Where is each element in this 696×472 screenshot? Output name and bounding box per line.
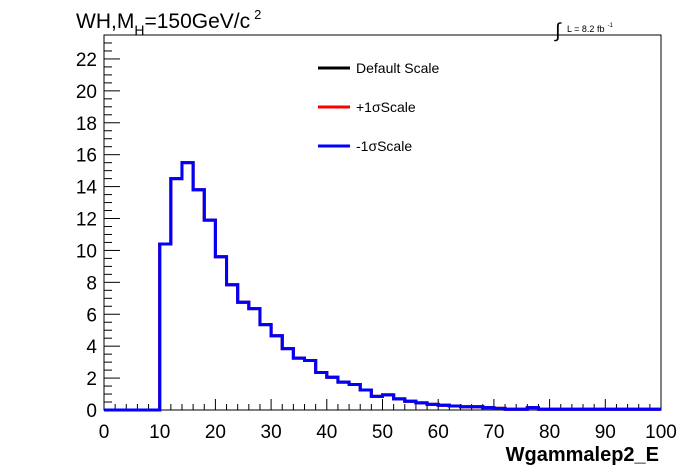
series-line-0 — [104, 161, 661, 412]
y-tick-label: 16 — [76, 146, 97, 167]
y-tick-label: 12 — [76, 210, 97, 231]
legend-label: -1σScale — [356, 138, 412, 154]
legend-label: Default Scale — [356, 60, 439, 76]
axis-ticks — [103, 34, 662, 411]
x-tick-label: 90 — [595, 422, 616, 443]
series-line-1 — [104, 161, 661, 412]
x-tick-label: 20 — [205, 422, 226, 443]
plot-frame — [103, 34, 662, 411]
lumi-label: L = 8.2 fb -1 — [567, 23, 613, 34]
y-tick-label: 2 — [86, 369, 97, 390]
y-tick-label: 14 — [76, 178, 98, 199]
x-tick-label: 30 — [261, 422, 282, 443]
x-tick-label: 70 — [483, 422, 504, 443]
y-tick-label: 18 — [76, 114, 97, 135]
y-tick-label: 10 — [76, 241, 97, 262]
x-tick-label: 80 — [539, 422, 560, 443]
x-tick-label: 100 — [645, 422, 677, 443]
y-tick-label: 0 — [86, 401, 97, 422]
y-tick-labels: 0 2 4 6 8 10 12 14 16 18 20 22 — [76, 50, 98, 422]
legend-label: +1σScale — [356, 99, 416, 115]
y-tick-label: 6 — [86, 305, 97, 326]
y-tick-label: 4 — [86, 337, 97, 358]
series-lines — [104, 161, 661, 412]
x-tick-label: 50 — [372, 422, 393, 443]
x-tick-label: 60 — [428, 422, 449, 443]
y-tick-label: 8 — [86, 273, 97, 294]
lumi-integral-symbol: ∫ — [554, 20, 562, 42]
series-line-2 — [104, 161, 661, 412]
x-axis-label: Wgammalep2_E — [506, 444, 659, 466]
x-tick-labels: 0 10 20 30 40 50 60 70 80 90 100 — [99, 422, 677, 443]
x-tick-label: 40 — [316, 422, 337, 443]
y-tick-label: 22 — [76, 50, 97, 71]
x-tick-label: 10 — [149, 422, 170, 443]
legend: Default Scale +1σScale -1σScale — [318, 60, 439, 154]
y-tick-label: 20 — [76, 82, 97, 103]
chart-title: WH,MH=150GeV/c 2 — [76, 7, 261, 38]
x-tick-label: 0 — [99, 422, 110, 443]
